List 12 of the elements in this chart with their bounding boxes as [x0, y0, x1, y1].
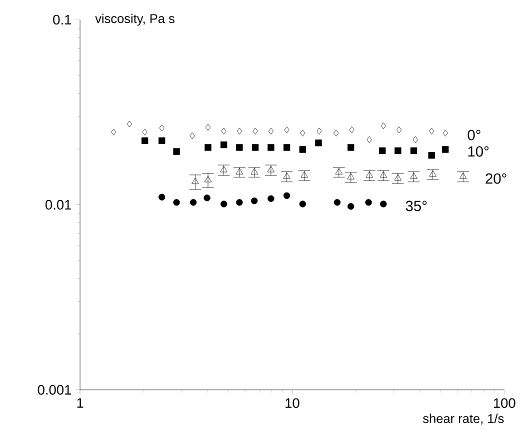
x-tick-label: 10 — [286, 398, 300, 408]
y-tick-label: 0.01 — [46, 200, 72, 210]
x-axis-title: shear rate, 1/s — [423, 414, 504, 425]
y-tick-label: 0.001 — [38, 384, 72, 395]
x-tick-label: 100 — [494, 398, 516, 408]
series-label: 10° — [468, 146, 489, 157]
series-label: 35° — [406, 200, 427, 212]
series-label: 0° — [468, 130, 480, 140]
y-axis-title: viscosity, Pa s — [95, 14, 174, 26]
y-tick-label: 0.1 — [53, 14, 72, 25]
x-tick-label: 1 — [77, 398, 84, 408]
series-label: 20° — [486, 173, 506, 184]
